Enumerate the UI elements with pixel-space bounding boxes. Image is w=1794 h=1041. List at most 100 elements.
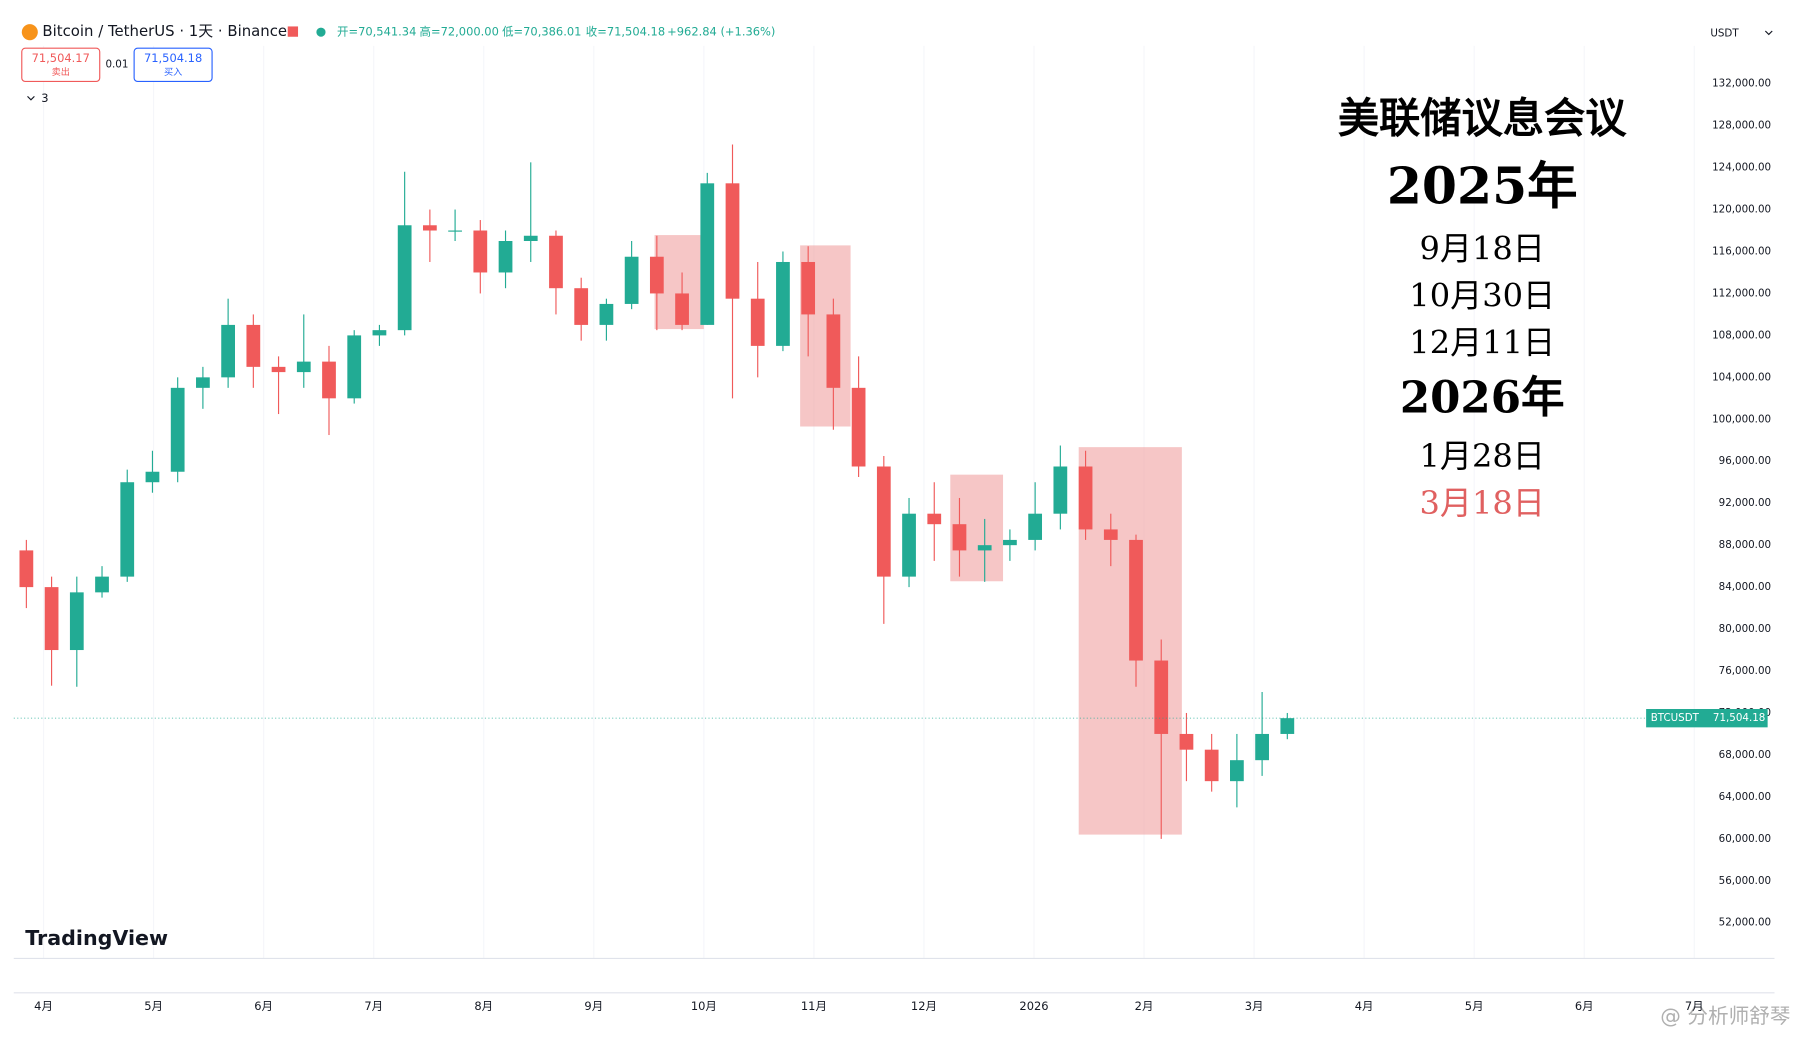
price-tag-box: [1646, 709, 1768, 728]
candle-body: [649, 256, 664, 294]
candle-body: [1129, 539, 1143, 661]
candle-body: [1280, 718, 1295, 734]
symbol-title: Bitcoin / TetherUS · 1天 · Binance: [42, 22, 287, 40]
tradingview-logo: TradingView: [25, 926, 168, 950]
candle-body: [675, 293, 689, 325]
y-tick-label: 56,000.00: [1719, 875, 1771, 887]
y-tick-label: 92,000.00: [1719, 497, 1771, 509]
indicator-count[interactable]: 3: [41, 91, 48, 105]
candle-body: [271, 366, 286, 373]
candle-body: [1255, 733, 1269, 761]
candle-body: [448, 230, 462, 232]
x-tick-label: 4月: [34, 999, 53, 1013]
candle-body: [523, 235, 538, 242]
candle-body: [221, 324, 235, 378]
x-tick-label: 9月: [584, 999, 603, 1013]
y-tick-label: 108,000.00: [1712, 329, 1771, 341]
x-tick-label: 11月: [801, 999, 827, 1013]
x-tick-label: 4月: [1355, 999, 1374, 1013]
x-tick-label: 2026: [1019, 999, 1048, 1013]
buy-box[interactable]: [133, 47, 213, 83]
candle-body: [120, 482, 135, 577]
sell-label: 卖出: [52, 66, 70, 78]
candle-body: [44, 587, 59, 651]
candle-body: [498, 241, 513, 273]
annotation: 1月28日: [1420, 437, 1545, 475]
candle-body: [624, 256, 639, 304]
status-dot: [316, 27, 326, 37]
y-tick-label: 64,000.00: [1719, 791, 1771, 803]
annotation: 9月18日: [1420, 230, 1545, 268]
y-tick-label: 128,000.00: [1712, 120, 1771, 132]
watermark: @ 分析师舒琴: [1660, 1004, 1790, 1028]
x-tick-label: 7月: [364, 999, 383, 1013]
y-tick-label: 124,000.00: [1712, 162, 1771, 174]
annotation: 3月18日: [1420, 484, 1545, 522]
sell-button[interactable]: 71,504.17 卖出: [21, 47, 101, 83]
ohlc-open: 开=70,541.34: [337, 25, 416, 39]
candle-body: [876, 466, 891, 577]
coin-icon: [21, 24, 38, 41]
candle-body: [69, 592, 84, 651]
candle-body: [196, 377, 210, 388]
x-tick-label: 2月: [1135, 999, 1154, 1013]
y-tick-label: 116,000.00: [1712, 245, 1771, 257]
candle-body: [473, 230, 488, 273]
candle-body: [851, 387, 866, 467]
candle-body: [1230, 760, 1244, 782]
y-tick-label: 120,000.00: [1712, 204, 1771, 216]
y-tick-label: 76,000.00: [1719, 665, 1771, 677]
candle-body: [170, 387, 185, 472]
candle-body: [574, 288, 589, 325]
sell-price: 71,504.17: [32, 51, 90, 65]
y-tick-label: 96,000.00: [1719, 455, 1771, 467]
candle-body: [397, 225, 412, 331]
chevron[interactable]: [27, 95, 35, 101]
candle-body: [1053, 466, 1068, 514]
spread: 0.01: [105, 58, 128, 70]
annotation: 2025年: [1387, 156, 1578, 215]
candle-body: [19, 550, 34, 588]
annotation: 10月30日: [1409, 277, 1555, 315]
y-tick-label: 68,000.00: [1719, 749, 1771, 761]
chevron[interactable]: [1764, 30, 1773, 36]
candle-body: [700, 183, 715, 325]
currency-select[interactable]: USDT: [1710, 27, 1739, 39]
annotations: 美联储议息会议 2025年 9月18日 10月30日 12月11日 2026年 1月28日 3…: [1338, 95, 1627, 523]
candle-body: [372, 330, 387, 336]
annotation: 美联储议息会议: [1338, 95, 1627, 143]
candle-body: [1003, 539, 1017, 546]
candle-body: [750, 298, 765, 346]
y-tick-label: 112,000.00: [1712, 287, 1771, 299]
x-tick-label: 7月: [1685, 999, 1704, 1013]
candle-body: [725, 183, 740, 299]
candle-body: [95, 576, 109, 593]
candle-body: [422, 225, 437, 231]
price-tag-symbol: BTCUSDT: [1651, 712, 1700, 724]
candle-body: [296, 361, 311, 373]
annotation: 12月11日: [1409, 324, 1555, 362]
candle-body: [1204, 749, 1219, 782]
ohlc-high: 高=72,000.00: [420, 25, 499, 39]
candle-body: [977, 545, 992, 551]
candle-body: [145, 471, 160, 483]
fomc-highlights: [654, 235, 1182, 835]
y-tick-label: 132,000.00: [1712, 78, 1771, 90]
buy-price: 71,504.18: [144, 51, 202, 65]
candle-body: [549, 235, 563, 289]
ohlc-close: 收=71,504.18: [586, 25, 665, 39]
candle-body: [776, 261, 790, 346]
x-tick-label: 5月: [144, 999, 163, 1013]
candle-body: [599, 303, 614, 325]
sell-box[interactable]: [21, 47, 101, 83]
candle-body: [1078, 466, 1093, 530]
grid: [42, 45, 1695, 959]
candle-body: [1028, 513, 1043, 540]
y-tick-label: 80,000.00: [1719, 623, 1771, 635]
ohlc-low: 低=70,386.01: [502, 25, 581, 39]
buy-label: 买入: [164, 67, 182, 78]
y-tick-label: 100,000.00: [1712, 413, 1771, 425]
y-tick-label: 60,000.00: [1719, 833, 1771, 845]
buy-button[interactable]: 71,504.18 买入: [133, 47, 213, 83]
